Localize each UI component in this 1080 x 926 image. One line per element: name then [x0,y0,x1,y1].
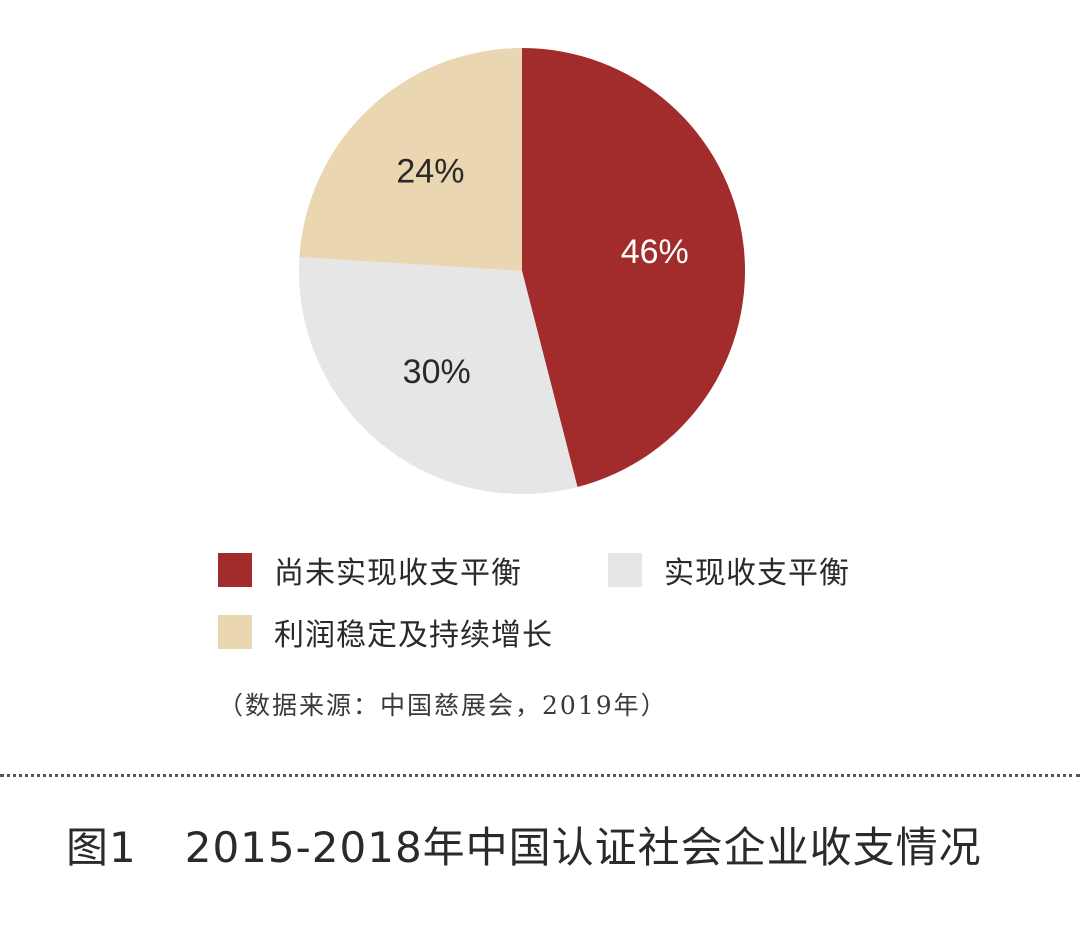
pie-slice-unbalanced [522,48,746,487]
legend-label-unbalanced: 尚未实现收支平衡 [274,556,522,591]
slice-label-profit-growth: 24% [396,152,464,190]
legend-item-unbalanced: 尚未实现收支平衡 [218,543,522,597]
pie-slice-profit-growth [299,48,522,271]
legend-swatch-profit-growth [218,615,252,649]
legend-swatch-unbalanced [218,553,252,587]
figure-id: 图1 [66,823,137,872]
pie-slice-balanced [299,256,578,495]
legend-item-balanced: 实现收支平衡 [608,543,850,597]
legend-swatch-balanced [608,553,642,587]
pie-chart: 46% 30% 24% [299,48,746,495]
legend-label-profit-growth: 利润稳定及持续增长 [274,618,553,653]
source-note: （数据来源：中国慈展会，2019年） [218,691,668,720]
slice-label-balanced: 30% [403,353,471,391]
figure-caption: 图1 2015-2018年中国认证社会企业收支情况 [66,814,982,875]
slice-label-unbalanced: 46% [621,233,689,271]
legend-item-profit-growth: 利润稳定及持续增长 [218,605,553,659]
dotted-divider [0,774,1080,777]
figure-title: 2015-2018年中国认证社会企业收支情况 [184,823,982,872]
legend-label-balanced: 实现收支平衡 [664,556,850,591]
